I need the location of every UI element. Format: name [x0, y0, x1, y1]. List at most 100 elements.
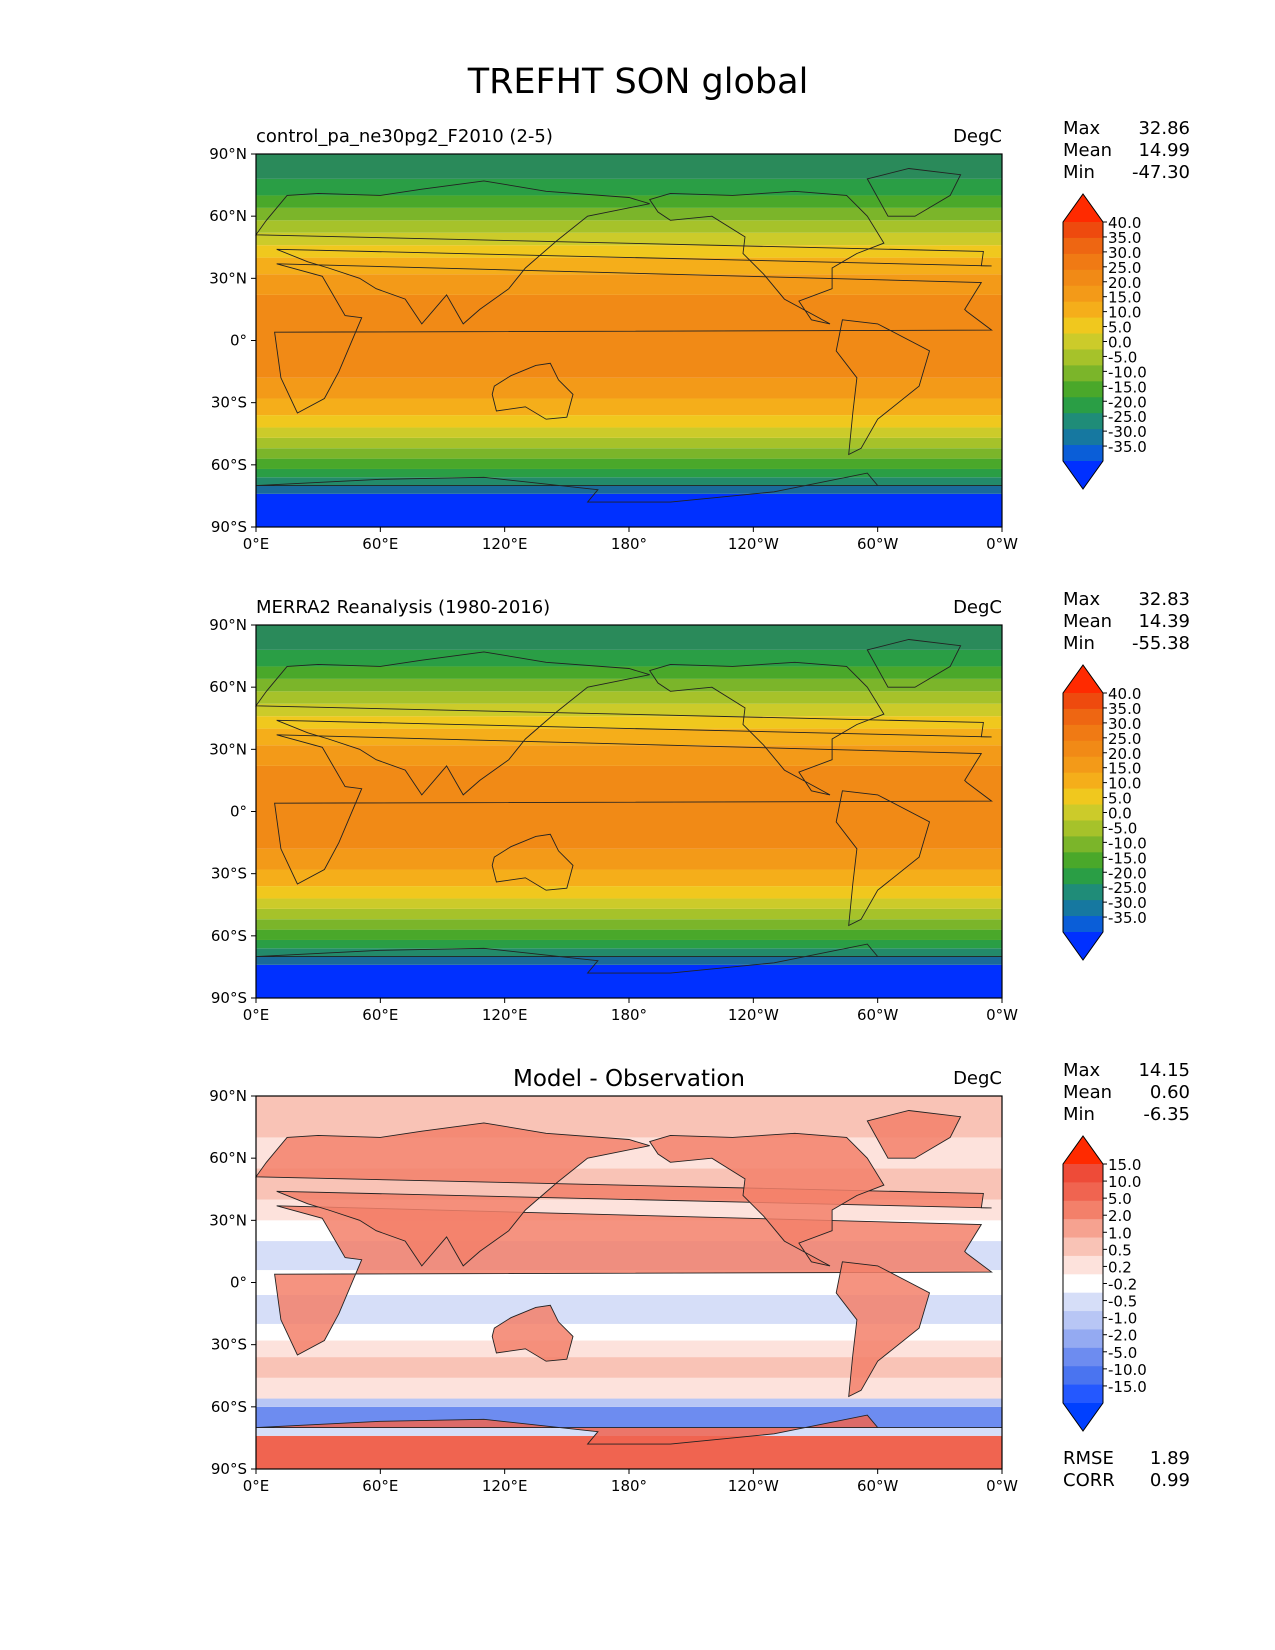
colorbar-tick-label: 2.0 [1108, 1207, 1132, 1225]
field-band [256, 691, 1002, 704]
colorbar-segment [1063, 317, 1103, 335]
colorbar-segment [1063, 708, 1103, 726]
field-band [256, 869, 1002, 887]
metric-value: 0.99 [1150, 1470, 1190, 1491]
stat-label: Max [1063, 1060, 1101, 1081]
field-band [256, 377, 1002, 399]
colorbar-tick-label: 20.0 [1108, 274, 1141, 292]
colorbar-tick-label: 40.0 [1108, 214, 1141, 232]
colorbar-segment [1063, 900, 1103, 917]
stat-value: 32.86 [1138, 118, 1190, 139]
field-band [256, 848, 1002, 870]
land [255, 168, 1002, 503]
field-band [256, 274, 1002, 295]
stat-label: Mean [1063, 1082, 1112, 1103]
colorbar-tick-label: -10.0 [1108, 363, 1147, 381]
field-band [256, 625, 1002, 650]
colorbar-tick-label: 5.0 [1108, 319, 1132, 337]
y-tick-label: 0° [230, 1274, 247, 1292]
stat-value: 14.39 [1138, 611, 1190, 632]
colorbar-segment [1063, 772, 1103, 790]
field-band [256, 294, 1002, 378]
coastline [255, 943, 1002, 974]
colorbar-tick-label: -35.0 [1108, 909, 1147, 927]
x-tick-label: 0°W [986, 1006, 1018, 1024]
panel-difference: 90°N 60°N 30°N 0° 30°S 60°S 90°S0°E 60°E 120°E 18… [209, 1060, 1190, 1495]
x-tick-label: 120°E [482, 1477, 528, 1495]
colorbar-segment [1063, 285, 1103, 303]
colorbar-segment [1063, 693, 1103, 710]
field-band [256, 1323, 1002, 1341]
colorbar-segment [1063, 1164, 1103, 1183]
figure-title: TREFHT SON global [467, 62, 809, 102]
panel-title: MERRA2 Reanalysis (1980-2016) [256, 597, 550, 618]
field-band [256, 477, 1002, 486]
y-tick-label: 90°S [211, 989, 247, 1007]
colorbar-tick-label: -0.2 [1108, 1276, 1137, 1294]
coastline [835, 1261, 931, 1398]
x-tick-label: 60°W [857, 1477, 899, 1495]
colorbar-segment [1063, 429, 1103, 446]
field-band [256, 948, 1002, 957]
stat-value: -47.30 [1132, 162, 1190, 183]
y-tick-label: 30°N [209, 269, 247, 287]
field-band [256, 703, 1002, 717]
panel-title: Model - Observation [513, 1066, 745, 1092]
y-tick-label: 0° [230, 332, 247, 350]
colorbar-segment [1063, 788, 1103, 806]
x-tick-label: 180° [611, 535, 647, 553]
coastline [866, 168, 962, 217]
colorbar-tick-label: -10.0 [1108, 834, 1147, 852]
colorbar-segment [1063, 820, 1103, 837]
colorbar-tick-label: -2.0 [1108, 1327, 1137, 1345]
x-tick-label: 180° [611, 1006, 647, 1024]
coastline [648, 190, 885, 325]
colorbar-tick-label: -1.0 [1108, 1310, 1137, 1328]
field-band [256, 448, 1002, 459]
stat-label: Mean [1063, 140, 1112, 161]
colorbar-segment [1063, 349, 1103, 366]
x-tick-label: 0°W [986, 535, 1018, 553]
field-band [256, 745, 1002, 766]
stat-label: Min [1063, 1104, 1095, 1125]
colorbar-outline [1062, 193, 1104, 490]
colorbar-segment [1063, 756, 1103, 774]
colorbar-segment [1063, 916, 1103, 933]
land [255, 1110, 1002, 1445]
metric-label: CORR [1063, 1470, 1115, 1491]
y-tick-label: 60°N [209, 678, 247, 696]
colorbar-extend-max [1063, 194, 1103, 222]
stat-value: 32.83 [1138, 589, 1190, 610]
colorbar-tick-label: -5.0 [1108, 348, 1137, 366]
panel-units: DegC [953, 597, 1002, 618]
x-tick-label: 120°E [482, 1006, 528, 1024]
field-band [256, 956, 1002, 965]
x-tick-label: 60°E [362, 1006, 398, 1024]
field-band [256, 908, 1002, 920]
y-tick-label: 60°N [209, 1149, 247, 1167]
colorbar: 15.010.05.02.01.00.50.2-0.2-0.5-1.0-2.0-… [1062, 1135, 1147, 1432]
y-tick-label: 90°S [211, 518, 247, 536]
colorbar-tick-label: 35.0 [1108, 229, 1141, 247]
field [256, 625, 1002, 998]
colorbar-segment [1063, 333, 1103, 350]
panel-model: 90°N 60°N 30°N 0° 30°S 60°S 90°S0°E 60°E 120°E 18… [209, 118, 1190, 553]
y-tick-label: 60°S [211, 1398, 247, 1416]
colorbar-tick-label: -20.0 [1108, 393, 1147, 411]
colorbar-segment [1063, 1329, 1103, 1349]
panel-title: control_pa_ne30pg2_F2010 (2-5) [256, 126, 553, 147]
field-band [256, 716, 1002, 729]
colorbar-tick-label: 15.0 [1108, 1156, 1141, 1174]
colorbar-tick-label: -15.0 [1108, 849, 1147, 867]
colorbar-segment [1063, 222, 1103, 239]
panel-units: DegC [953, 1068, 1002, 1089]
x-tick-label: 0°W [986, 1477, 1018, 1495]
colorbar-tick-label: 30.0 [1108, 715, 1141, 733]
colorbar-tick-label: -0.5 [1108, 1293, 1137, 1311]
colorbar-extend-min [1063, 932, 1103, 960]
colorbar-tick-label: 20.0 [1108, 745, 1141, 763]
x-tick-label: 120°E [482, 535, 528, 553]
colorbar-outline [1062, 1135, 1104, 1432]
colorbar-tick-label: 10.0 [1108, 775, 1141, 793]
coastline [255, 651, 992, 796]
